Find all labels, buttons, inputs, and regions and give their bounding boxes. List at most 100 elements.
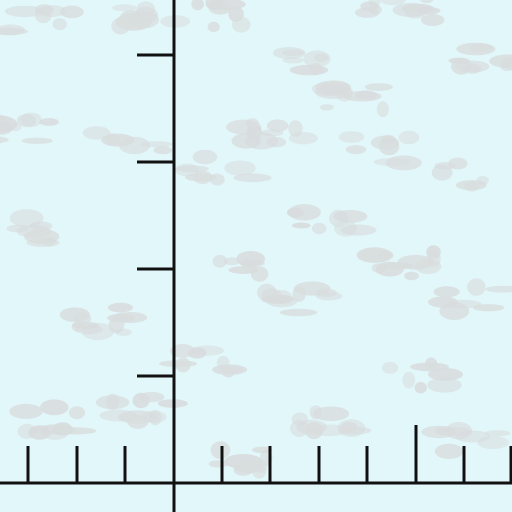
cloud-blob xyxy=(380,0,406,6)
cloud-blob xyxy=(500,57,512,66)
cloud-blob xyxy=(224,160,256,176)
cloud-blob xyxy=(205,0,222,10)
cloud-blob xyxy=(153,146,172,155)
cloud-blob xyxy=(402,371,416,389)
cloud-blob xyxy=(312,406,350,422)
cloud-blob xyxy=(292,222,311,229)
cloud-blob xyxy=(368,0,381,8)
cloud-blob xyxy=(101,133,135,147)
cloud-blob xyxy=(118,410,158,424)
cloud-blob xyxy=(433,286,460,298)
cloud-blob xyxy=(420,14,445,26)
cloud-blob xyxy=(39,118,59,126)
cloud-blob xyxy=(52,18,67,31)
cloud-blob xyxy=(115,13,152,31)
cloud-blob xyxy=(414,381,427,394)
cloud-blob xyxy=(9,209,44,228)
cloud-blob xyxy=(337,90,353,102)
cloud-blob xyxy=(82,126,111,140)
cloud-blob xyxy=(320,104,334,111)
cloud-blob xyxy=(245,118,260,129)
cloud-blob xyxy=(191,0,204,11)
cloud-blob xyxy=(421,425,458,439)
cloud-blob xyxy=(233,173,272,183)
cloud-blob xyxy=(0,115,18,133)
cloud-blob xyxy=(354,7,380,18)
cloud-blob xyxy=(9,403,43,419)
cloud-blob xyxy=(208,460,228,468)
cloud-texture-layer xyxy=(0,0,512,479)
cloud-blob xyxy=(24,229,60,244)
cloud-blob xyxy=(175,357,191,373)
cloud-blob xyxy=(207,21,220,33)
vertical-axis-ticks xyxy=(137,53,174,378)
cloud-blob xyxy=(377,251,394,260)
cloud-blob xyxy=(469,43,493,53)
cloud-blob xyxy=(414,258,442,274)
cloud-blob xyxy=(342,91,382,102)
cloud-blob xyxy=(484,430,511,437)
cloud-blob xyxy=(431,164,453,181)
cloud-blob xyxy=(345,145,367,155)
cloud-blob xyxy=(288,132,318,145)
cloud-blob xyxy=(338,131,365,143)
cloud-blob xyxy=(250,266,269,282)
cloud-blob xyxy=(472,304,505,312)
cloud-blob xyxy=(192,149,218,165)
cloud-blob xyxy=(286,207,305,218)
cloud-blob xyxy=(371,263,387,273)
cloud-blob xyxy=(17,423,37,439)
cloud-blob xyxy=(315,288,338,297)
cloud-blob xyxy=(140,141,173,148)
cloud-blob xyxy=(0,136,9,144)
cloud-blob xyxy=(212,364,247,376)
cloud-blob xyxy=(35,8,52,24)
cloud-blob xyxy=(279,308,318,317)
cloud-blob xyxy=(376,101,389,118)
cloud-blob xyxy=(392,2,430,18)
cloud-blob xyxy=(223,257,241,266)
cloud-blob xyxy=(4,5,45,18)
cloud-blob xyxy=(311,222,327,235)
cloud-blob xyxy=(68,406,86,420)
cloud-blob xyxy=(239,260,265,267)
cloud-blob xyxy=(266,119,289,132)
cloud-blob xyxy=(112,312,148,323)
cloud-blob xyxy=(244,132,278,150)
cloud-blob xyxy=(382,262,414,270)
cloud-blob xyxy=(404,271,419,281)
cloud-blob xyxy=(341,421,357,433)
cloud-blob xyxy=(464,63,482,74)
cloud-blob xyxy=(434,443,464,459)
cloud-blob xyxy=(136,1,156,17)
cloud-blob xyxy=(81,322,115,341)
cloud-blob xyxy=(6,224,30,233)
cloud-blob xyxy=(467,278,486,296)
cloud-blob xyxy=(232,16,251,33)
cloud-blob xyxy=(272,47,306,59)
cloud-blob xyxy=(112,4,137,12)
cloud-blob xyxy=(261,294,294,304)
cloud-blob xyxy=(289,64,329,76)
cloud-blob xyxy=(364,83,393,91)
cloud-blob xyxy=(305,422,323,440)
cloud-blob xyxy=(20,112,43,128)
cloud-blob xyxy=(40,399,69,416)
cloud-blob xyxy=(224,454,263,469)
cloud-blob xyxy=(191,345,224,356)
cloud-blob xyxy=(381,361,399,374)
cloud-blob xyxy=(485,285,512,293)
cloud-blob xyxy=(427,377,462,393)
cloud-blob xyxy=(0,27,29,36)
cloud-blob xyxy=(228,266,259,274)
cloud-blob xyxy=(455,180,487,191)
cloud-blob xyxy=(74,312,92,325)
cloud-blob xyxy=(398,130,420,145)
cloud-blob xyxy=(60,5,84,19)
cloud-blob xyxy=(419,0,434,4)
cloud-blob xyxy=(107,302,133,313)
cloud-blob xyxy=(138,391,165,403)
horizontal-axis-ticks xyxy=(26,425,512,483)
